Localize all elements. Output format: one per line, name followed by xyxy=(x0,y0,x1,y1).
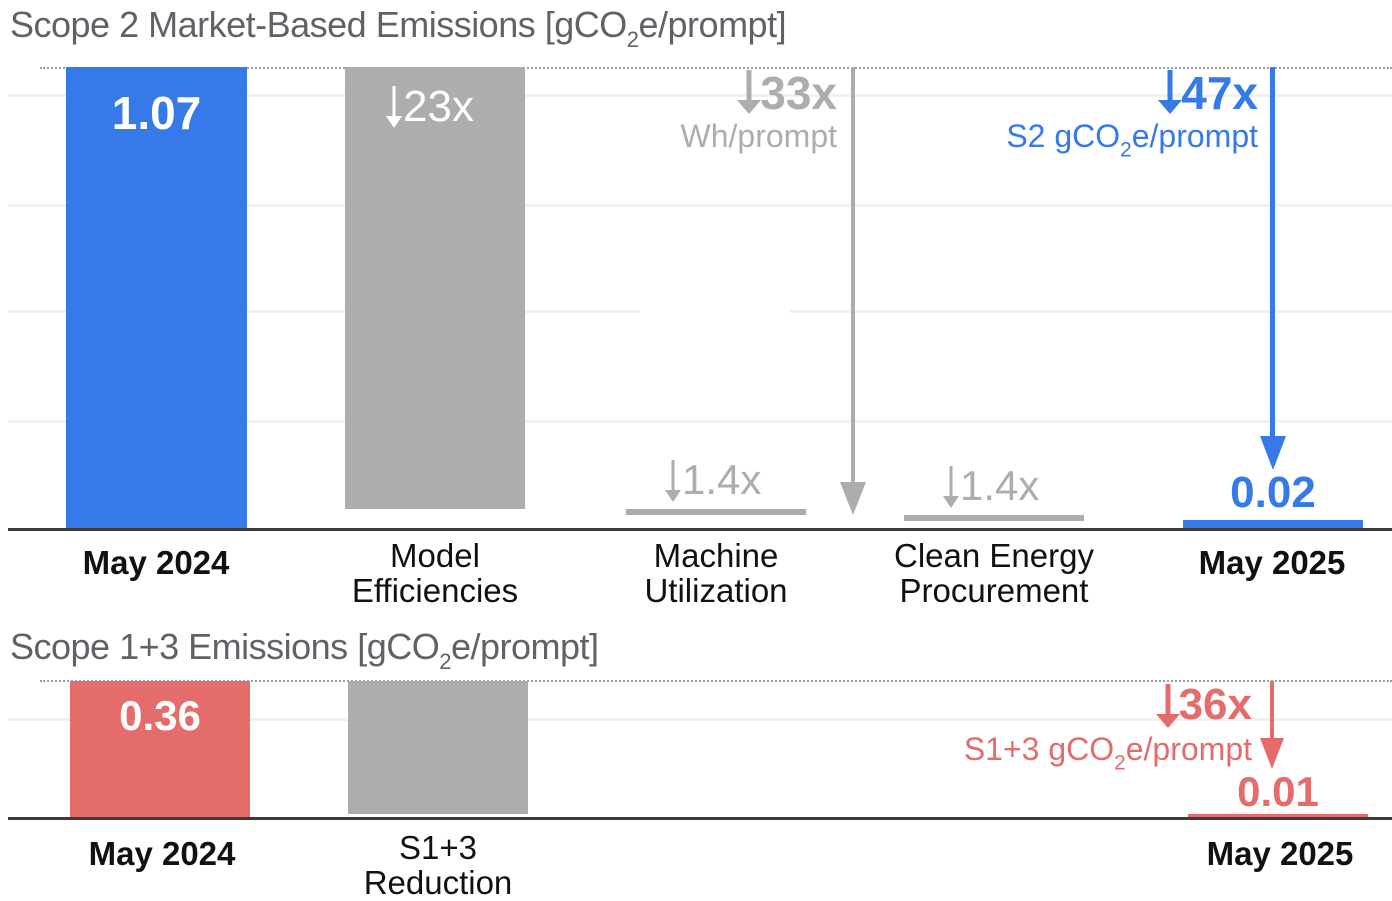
value-label-s13-may-2025: 0.01 xyxy=(1237,768,1319,815)
unit-subscript: 2 xyxy=(1114,751,1126,775)
down-arrow-icon xyxy=(1155,680,1180,730)
bottom-x-axis xyxy=(8,817,1392,820)
s13-reduction-arrow-line xyxy=(1270,681,1274,741)
s2-multiplier-label: 47x xyxy=(1158,66,1258,120)
title-text: Scope 2 Market-Based Emissions [gCO xyxy=(10,4,627,45)
gridline xyxy=(8,420,1392,423)
category-line: S1+3 xyxy=(399,829,477,866)
down-arrow-icon xyxy=(737,66,762,116)
gridline xyxy=(790,310,1392,313)
bar-model-efficiencies xyxy=(345,67,525,509)
category-line: Model xyxy=(390,537,480,574)
down-arrow-icon xyxy=(942,462,960,508)
unit-text: S1+3 gCO xyxy=(963,731,1115,767)
bottom-chart-title: Scope 1+3 Emissions [gCO2e/prompt] xyxy=(10,626,599,673)
category-model-efficiencies: Model Efficiencies xyxy=(325,538,545,608)
s2-reduction-arrow-line xyxy=(1270,67,1275,447)
s13-unit-label: S1+3 gCO2e/prompt xyxy=(963,731,1252,773)
value-label-may-2025: 0.02 xyxy=(1230,468,1316,517)
s13-reduction-arrowhead-icon xyxy=(1260,738,1284,769)
down-arrow-icon xyxy=(385,82,403,128)
s2-unit-label: S2 gCO2e/prompt xyxy=(1006,118,1258,160)
s2-reduction-arrowhead-icon xyxy=(1260,436,1286,470)
category-clean-energy-procurement: Clean Energy Procurement xyxy=(864,538,1124,608)
top-x-axis xyxy=(8,528,1392,531)
energy-unit-label: Wh/prompt xyxy=(680,118,837,154)
category-line: Reduction xyxy=(363,864,513,901)
category-line: Efficiencies xyxy=(351,572,519,609)
category-may-2025: May 2025 xyxy=(1198,544,1346,581)
reduction-value: 1.4x xyxy=(682,456,762,503)
category-line: Clean Energy xyxy=(894,537,1094,574)
bar-may-2024 xyxy=(66,67,247,529)
value-label-s13-may-2024: 0.36 xyxy=(119,692,201,739)
title-text: e/prompt] xyxy=(638,4,787,45)
bar-may-2025 xyxy=(1183,520,1363,529)
category-machine-utilization: Machine Utilization xyxy=(606,538,826,608)
category-line: Machine xyxy=(653,537,779,574)
s13-multiplier-label: 36x xyxy=(1155,680,1252,730)
category-may-2024: May 2024 xyxy=(82,544,230,581)
gridline xyxy=(8,204,1392,207)
energy-reduction-arrow-line xyxy=(851,67,855,487)
bar-s13-may-2024 xyxy=(70,681,250,818)
energy-multiplier-label: 33x xyxy=(737,66,837,120)
title-subscript: 2 xyxy=(626,27,639,52)
reduction-label-machine-utilization: 1.4x xyxy=(664,456,761,504)
title-subscript: 2 xyxy=(439,649,451,674)
title-text: Scope 1+3 Emissions [gCO xyxy=(10,626,440,667)
category-s13-may-2024: May 2024 xyxy=(88,835,236,872)
unit-subscript: 2 xyxy=(1120,138,1132,162)
category-s13-may-2025: May 2025 xyxy=(1206,835,1354,872)
reduction-label-clean-energy: 1.4x xyxy=(942,462,1039,510)
bar-machine-utilization xyxy=(626,509,806,515)
reduction-value: 23x xyxy=(403,82,474,131)
down-arrow-icon xyxy=(664,456,682,502)
unit-text: e/prompt xyxy=(1125,731,1252,767)
unit-text: S2 gCO xyxy=(1006,118,1121,154)
top-reference-line xyxy=(40,67,1392,69)
bottom-reference-line xyxy=(40,680,1392,682)
bar-s13-may-2025 xyxy=(1188,814,1368,818)
multiplier-value: 47x xyxy=(1181,67,1258,119)
title-text: e/prompt] xyxy=(450,626,599,667)
multiplier-value: 33x xyxy=(760,67,837,119)
category-line: Utilization xyxy=(644,572,788,609)
gridline xyxy=(8,718,1392,721)
bar-s13-reduction xyxy=(348,681,528,814)
multiplier-value: 36x xyxy=(1178,680,1252,729)
reduction-value: 1.4x xyxy=(960,462,1040,509)
top-chart-title: Scope 2 Market-Based Emissions [gCO2e/pr… xyxy=(10,4,787,51)
down-arrow-icon xyxy=(1158,66,1183,116)
category-line: Procurement xyxy=(899,572,1089,609)
unit-text: e/prompt xyxy=(1131,118,1258,154)
gridline xyxy=(8,310,640,313)
bar-clean-energy-procurement xyxy=(904,515,1084,521)
value-label-may-2024: 1.07 xyxy=(111,87,202,139)
energy-reduction-arrowhead-icon xyxy=(840,482,866,515)
gridline xyxy=(8,94,1392,97)
reduction-label-model-efficiencies: 23x xyxy=(385,82,474,132)
category-s13-reduction: S1+3 Reduction xyxy=(328,830,548,900)
